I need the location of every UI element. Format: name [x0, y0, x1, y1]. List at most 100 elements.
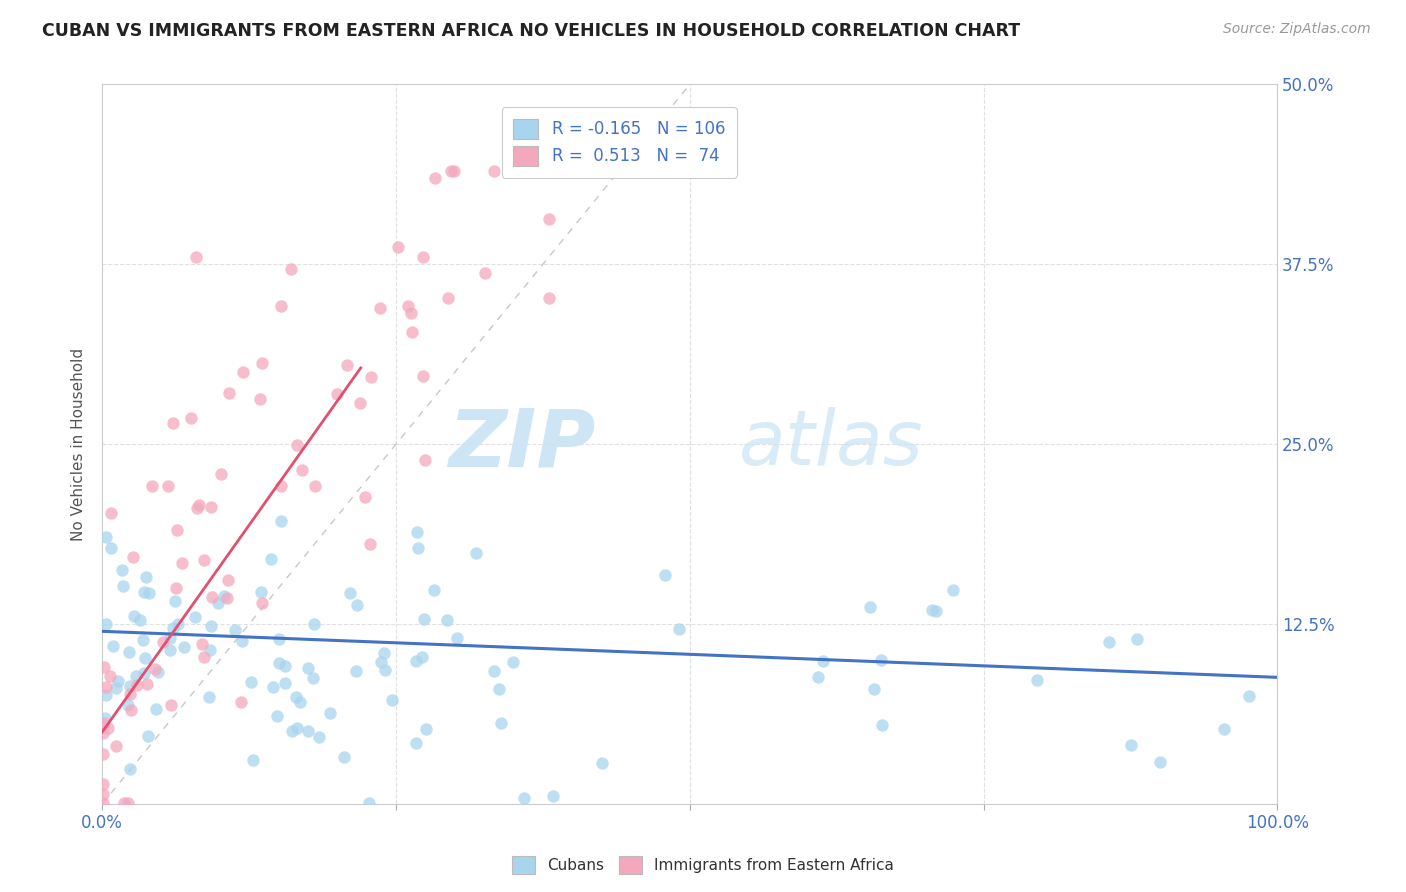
Point [190, 637, 212, 651]
Point [186, 500, 208, 515]
Point [396, 299, 419, 313]
Point [101, 640, 124, 654]
Point [336, 358, 359, 372]
Text: atlas: atlas [738, 408, 922, 481]
Point [134, 666, 156, 681]
Point [359, 537, 381, 551]
Point [159, 643, 181, 657]
Point [134, 651, 156, 665]
Point [152, 635, 174, 649]
Point [94, 688, 117, 702]
Point [308, 730, 330, 744]
Point [104, 681, 127, 696]
Point [138, 586, 160, 600]
Point [125, 668, 148, 682]
Point [359, 796, 381, 810]
Point [374, 663, 396, 677]
Point [346, 598, 368, 612]
Point [482, 163, 505, 178]
Point [231, 634, 253, 648]
Point [117, 796, 139, 810]
Point [173, 640, 195, 655]
Point [217, 573, 239, 587]
Point [870, 653, 893, 667]
Point [406, 541, 429, 556]
Point [229, 695, 252, 709]
Point [502, 655, 524, 669]
Point [93, 716, 115, 731]
Point [260, 551, 283, 566]
Point [297, 723, 319, 738]
Point [215, 591, 238, 606]
Point [285, 438, 308, 452]
Point [120, 703, 142, 717]
Point [135, 677, 157, 691]
Point [165, 581, 187, 595]
Point [654, 568, 676, 582]
Point [166, 524, 188, 538]
Point [94, 617, 117, 632]
Point [105, 739, 128, 753]
Point [811, 654, 834, 668]
Point [273, 658, 295, 673]
Point [193, 650, 215, 665]
Text: CUBAN VS IMMIGRANTS FROM EASTERN AFRICA NO VEHICLES IN HOUSEHOLD CORRELATION CHA: CUBAN VS IMMIGRANTS FROM EASTERN AFRICA … [42, 22, 1021, 40]
Point [232, 365, 254, 379]
Text: Source: ZipAtlas.com: Source: ZipAtlas.com [1223, 22, 1371, 37]
Point [443, 163, 465, 178]
Point [118, 762, 141, 776]
Point [297, 661, 319, 675]
Point [117, 698, 139, 712]
Point [93, 776, 115, 790]
Point [162, 622, 184, 636]
Point [285, 690, 308, 705]
Point [1098, 635, 1121, 649]
Point [186, 250, 208, 264]
Point [381, 693, 404, 707]
Point [145, 702, 167, 716]
Point [224, 623, 246, 637]
Point [280, 262, 302, 277]
Point [262, 680, 284, 694]
Point [291, 462, 314, 476]
Point [135, 570, 157, 584]
Point [333, 749, 356, 764]
Point [536, 163, 558, 178]
Point [925, 604, 948, 618]
Point [423, 170, 446, 185]
Point [118, 679, 141, 693]
Point [96, 680, 118, 694]
Point [474, 266, 496, 280]
Point [159, 631, 181, 645]
Point [156, 478, 179, 492]
Point [412, 250, 434, 264]
Point [167, 617, 190, 632]
Point [368, 301, 391, 315]
Point [401, 326, 423, 340]
Point [537, 163, 560, 178]
Point [200, 590, 222, 604]
Point [122, 549, 145, 564]
Point [344, 665, 367, 679]
Point [198, 643, 221, 657]
Point [942, 583, 965, 598]
Point [339, 585, 361, 599]
Point [437, 291, 460, 305]
Point [107, 673, 129, 688]
Point [513, 791, 536, 805]
Point [200, 619, 222, 633]
Point [100, 507, 122, 521]
Point [93, 787, 115, 801]
Point [180, 411, 202, 425]
Point [668, 622, 690, 636]
Point [484, 664, 506, 678]
Point [1212, 722, 1234, 736]
Point [93, 660, 115, 674]
Point [541, 789, 564, 804]
Point [269, 632, 291, 646]
Point [143, 662, 166, 676]
Point [250, 584, 273, 599]
Point [489, 716, 512, 731]
Point [249, 392, 271, 407]
Point [859, 600, 882, 615]
